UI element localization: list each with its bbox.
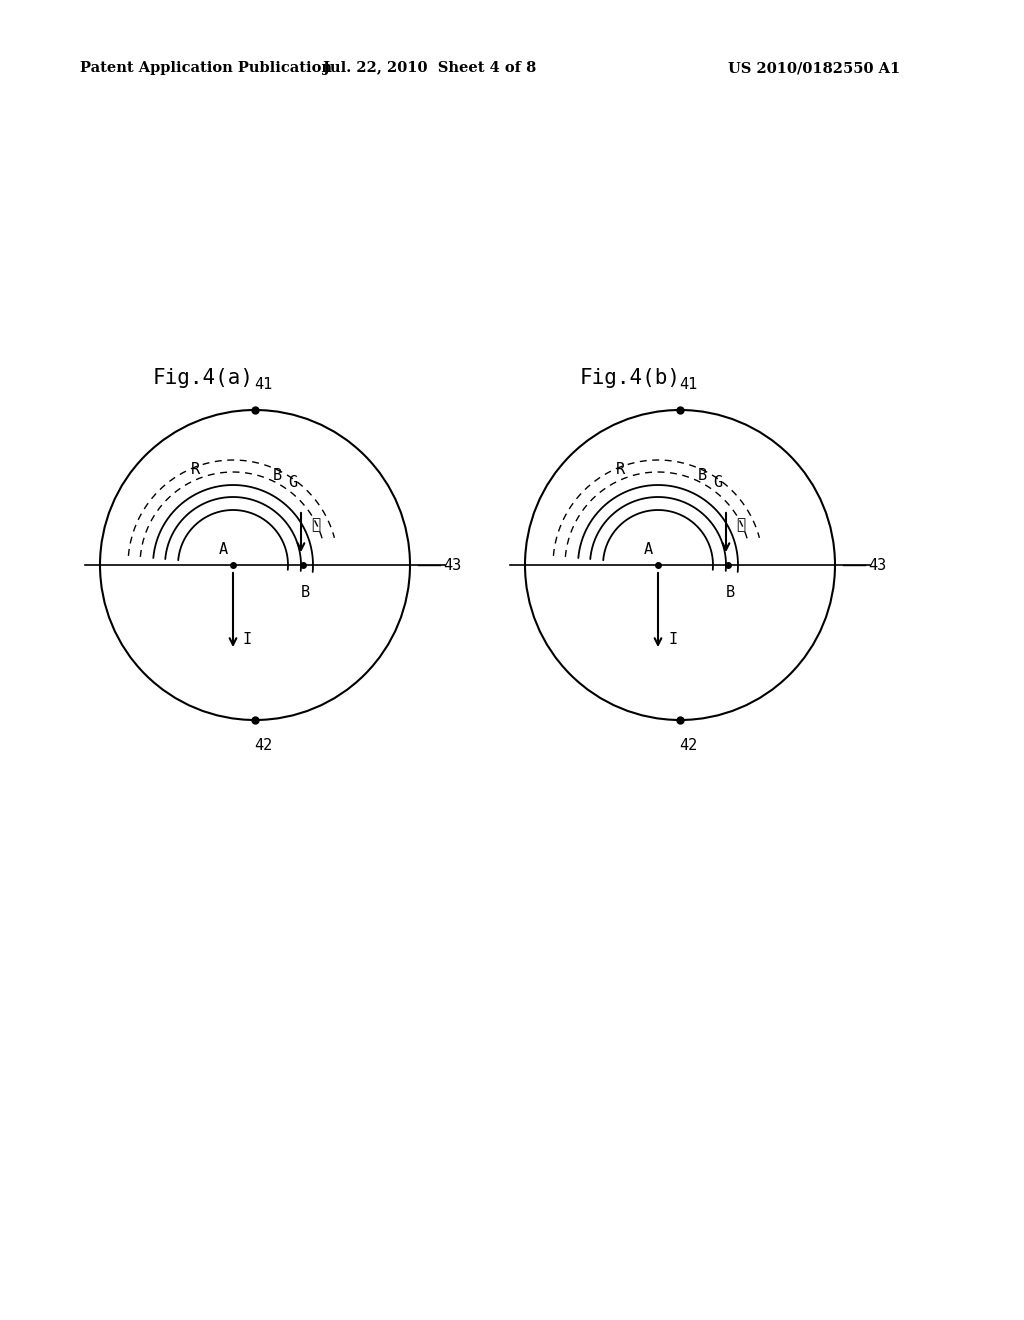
Text: B: B [725, 585, 734, 601]
Text: 43: 43 [868, 557, 886, 573]
Text: A: A [644, 543, 653, 557]
Text: G: G [714, 475, 723, 490]
Text: 42: 42 [679, 738, 697, 752]
Text: US 2010/0182550 A1: US 2010/0182550 A1 [728, 61, 900, 75]
Text: R: R [190, 462, 200, 477]
Text: R: R [615, 462, 625, 477]
Text: I: I [668, 632, 677, 648]
Text: 41: 41 [254, 378, 272, 392]
Text: 43: 43 [443, 557, 461, 573]
Text: 41: 41 [679, 378, 697, 392]
Text: A: A [219, 543, 228, 557]
Text: B: B [272, 469, 282, 483]
Text: 42: 42 [254, 738, 272, 752]
Text: Jul. 22, 2010  Sheet 4 of 8: Jul. 22, 2010 Sheet 4 of 8 [324, 61, 537, 75]
Text: G: G [289, 475, 298, 490]
Text: Ⅱ: Ⅱ [736, 517, 745, 532]
Text: B: B [697, 469, 707, 483]
Text: Fig.4(a): Fig.4(a) [153, 368, 254, 388]
Text: I: I [243, 632, 252, 648]
Text: Fig.4(b): Fig.4(b) [580, 368, 681, 388]
Text: Ⅱ: Ⅱ [311, 517, 321, 532]
Text: B: B [300, 585, 309, 601]
Text: Patent Application Publication: Patent Application Publication [80, 61, 332, 75]
